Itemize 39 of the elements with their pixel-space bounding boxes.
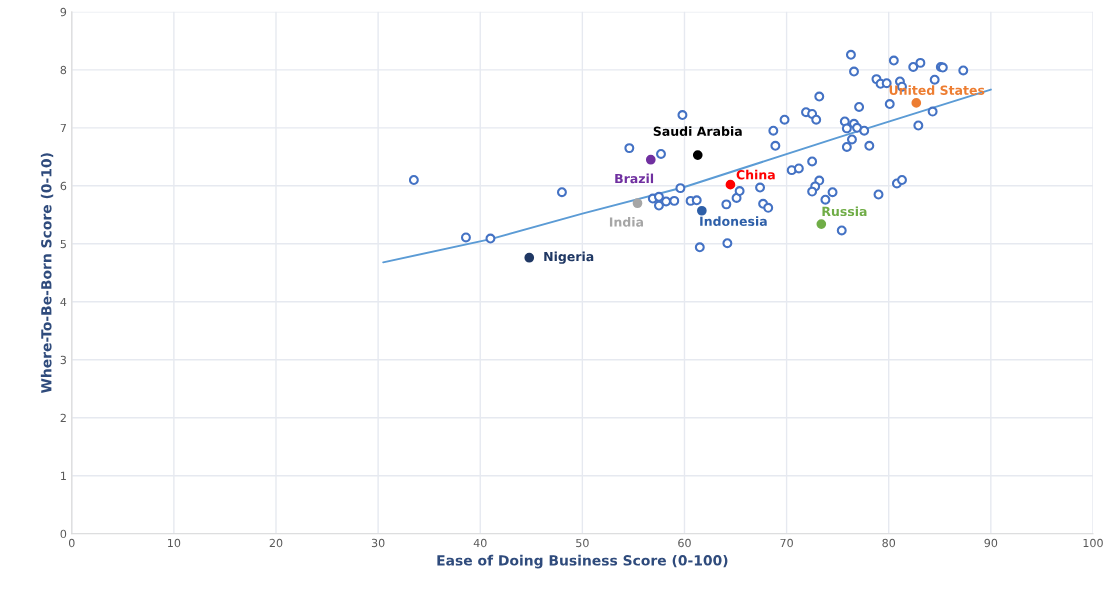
y-tick-label: 8 xyxy=(60,65,67,75)
point xyxy=(911,98,922,108)
y-tick-label: 1 xyxy=(61,471,66,480)
y-tick-label: 0 xyxy=(60,529,67,539)
series-label: China xyxy=(736,169,775,180)
series-label: Saudi Arabia xyxy=(653,126,742,136)
point xyxy=(645,154,656,165)
y-tick-label: 6 xyxy=(60,181,67,191)
x-tick-label: 20 xyxy=(269,538,283,548)
x-tick-label: 80 xyxy=(882,538,896,548)
point xyxy=(697,205,707,216)
series-label: United States xyxy=(889,85,985,95)
x-tick-label: 60 xyxy=(678,538,691,548)
x-tick-label: 10 xyxy=(168,538,181,548)
y-tick-label: 7 xyxy=(60,123,66,133)
point xyxy=(524,252,535,263)
x-tick-label: 0 xyxy=(68,538,75,548)
x-axis-title: Ease of Doing Business Score (0-100) xyxy=(437,554,728,569)
series-label: India xyxy=(609,217,644,227)
x-tick-label: 100 xyxy=(1083,538,1103,548)
y-tick-label: 2 xyxy=(60,413,66,422)
series-label: Russia xyxy=(822,206,867,217)
point xyxy=(725,179,736,190)
x-tick-label: 90 xyxy=(984,538,998,548)
series-label: Nigeria xyxy=(544,251,594,264)
point xyxy=(692,150,703,160)
x-tick-label: 40 xyxy=(473,538,487,548)
y-tick-label: 3 xyxy=(60,355,67,365)
point xyxy=(816,219,827,229)
y-tick-label: 9 xyxy=(60,7,67,17)
x-tick-label: 70 xyxy=(780,538,793,548)
series-label: Brazil xyxy=(615,173,654,184)
y-axis-title: Where-To-Be-Born Score (0-10) xyxy=(40,153,54,394)
series-label: Indonesia xyxy=(700,216,767,226)
y-tick-label: 4 xyxy=(60,297,67,306)
point xyxy=(632,198,643,209)
x-tick-label: 50 xyxy=(576,538,589,548)
y-tick-label: 5 xyxy=(60,239,66,249)
x-tick-label: 30 xyxy=(371,538,385,548)
